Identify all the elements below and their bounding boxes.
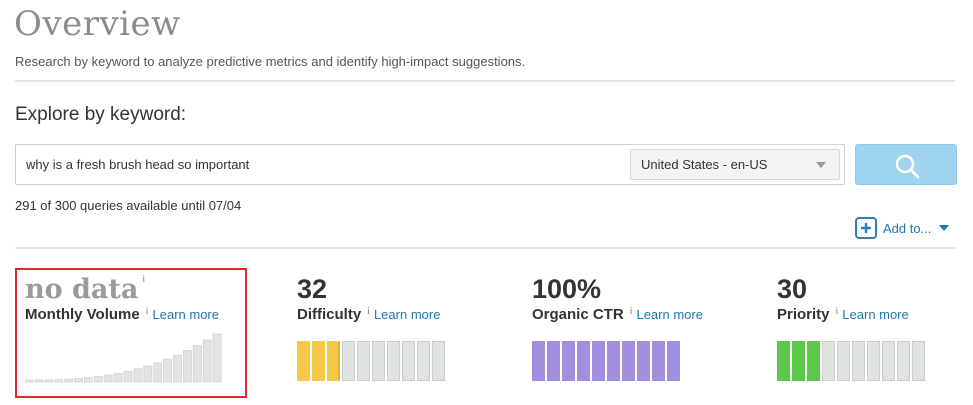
meter-segment [577, 341, 590, 381]
meter-segment [327, 341, 340, 381]
sparkline-bar [113, 373, 123, 383]
metric-label: Organic CTR i Learn more [532, 306, 703, 323]
page-subtitle: Research by keyword to analyze predictiv… [15, 54, 526, 69]
sparkline-bar [133, 368, 143, 383]
meter-segment [297, 341, 310, 381]
meter-segment [357, 341, 370, 381]
divider [15, 80, 955, 82]
sparkline-bar [123, 370, 133, 383]
meter-segment [667, 341, 680, 381]
keyword-search-box: United States - en-US [15, 144, 845, 185]
sparkline-bar [163, 358, 173, 383]
organic-ctr-meter [532, 341, 680, 381]
meter-segment [402, 341, 415, 381]
info-icon[interactable]: i [367, 306, 370, 317]
sparkline-bar [143, 365, 153, 383]
meter-segment [807, 341, 820, 381]
volume-value-text: no data [25, 274, 139, 305]
learn-more-link[interactable]: Learn more [152, 307, 219, 322]
add-to-label: Add to... [883, 220, 932, 236]
caret-down-icon [939, 225, 950, 231]
sparkline-bar [64, 378, 73, 383]
metric-label: Difficulty i Learn more [297, 306, 440, 323]
sparkline-bar [25, 379, 34, 383]
plus-icon [855, 217, 877, 239]
locale-select[interactable]: United States - en-US [630, 149, 840, 180]
sparkline-bar [192, 345, 202, 383]
info-icon[interactable]: i [145, 306, 149, 317]
sparkline-bar [153, 362, 163, 383]
metric-priority: 30 Priority i Learn more [777, 270, 973, 390]
meter-segment [837, 341, 850, 381]
metric-value: 100% [532, 274, 602, 304]
meter-segment [387, 341, 400, 381]
metric-value: 32 [297, 274, 328, 304]
sparkline-bar [34, 379, 44, 383]
sparkline-bar [74, 378, 83, 383]
meter-segment [432, 341, 445, 381]
metric-value: 30 [777, 274, 808, 304]
metric-label: Monthly Volume i Learn more [25, 306, 219, 323]
search-button[interactable] [855, 144, 957, 185]
highlight-box [15, 268, 247, 398]
metric-label-text: Priority [777, 306, 830, 323]
learn-more-link[interactable]: Learn more [373, 307, 441, 322]
metric-difficulty: 32 Difficulty i Learn more [297, 270, 527, 390]
meter-segment [562, 341, 575, 381]
sparkline-bar [202, 339, 212, 383]
meter-segment [912, 341, 925, 381]
sparkline-bar [103, 374, 113, 383]
meter-segment [822, 341, 835, 381]
meter-segment [652, 341, 665, 381]
metric-label: Priority i Learn more [777, 306, 909, 323]
metric-label-text: Organic CTR [532, 306, 624, 323]
add-to-button[interactable]: Add to... [855, 216, 950, 240]
locale-select-value: United States - en-US [641, 157, 768, 172]
info-icon[interactable]: i [142, 274, 146, 285]
info-icon[interactable]: i [835, 306, 839, 317]
metric-organic-ctr: 100% Organic CTR i Learn more [532, 270, 762, 390]
meter-segment [417, 341, 430, 381]
meter-segment [342, 341, 355, 381]
search-icon [895, 154, 920, 179]
sparkline-bar [173, 354, 182, 383]
metric-monthly-volume: no data i Monthly Volume i Learn more [25, 270, 255, 390]
sparkline-bar [54, 379, 64, 383]
sparkline-bar [84, 377, 93, 383]
meter-segment [867, 341, 880, 381]
meter-segment [777, 341, 790, 381]
learn-more-link[interactable]: Learn more [842, 307, 909, 322]
sparkline-bar [93, 376, 103, 383]
sparkline-bar [212, 333, 222, 383]
explore-heading: Explore by keyword: [15, 104, 187, 125]
meter-segment [547, 341, 560, 381]
meter-segment [607, 341, 620, 381]
meter-segment [532, 341, 545, 381]
meter-segment [312, 341, 325, 381]
divider [15, 247, 955, 249]
page-title: Overview [14, 4, 181, 44]
meter-segment [637, 341, 650, 381]
sparkline-bar [182, 350, 192, 383]
keyword-search-input[interactable] [26, 145, 626, 184]
metric-label-text: Difficulty [297, 306, 362, 323]
meter-segment [897, 341, 910, 381]
sparkline-bar [44, 379, 54, 383]
learn-more-link[interactable]: Learn more [636, 307, 703, 322]
meter-segment [792, 341, 805, 381]
volume-trend-sparkline [25, 333, 222, 383]
info-icon[interactable]: i [629, 306, 633, 317]
query-quota-text: 291 of 300 queries available until 07/04 [15, 198, 242, 213]
meter-segment [622, 341, 635, 381]
difficulty-meter [297, 341, 445, 381]
meter-segment [592, 341, 605, 381]
chevron-down-icon [816, 162, 826, 168]
metric-value: no data i [25, 274, 145, 305]
meter-segment [882, 341, 895, 381]
meter-segment [852, 341, 865, 381]
meter-segment [372, 341, 385, 381]
priority-meter [777, 341, 925, 381]
metric-label-text: Monthly Volume [25, 306, 140, 323]
